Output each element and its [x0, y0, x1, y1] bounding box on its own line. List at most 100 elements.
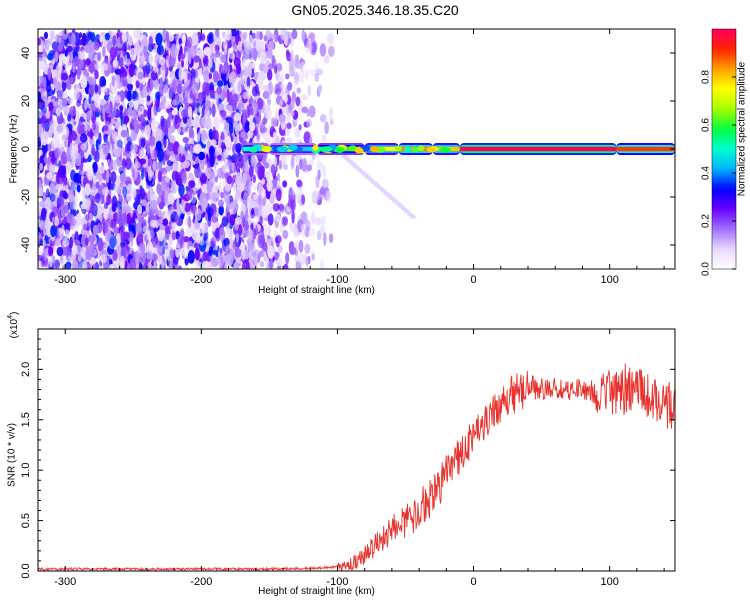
noise-blob — [70, 132, 78, 141]
noise-blob — [155, 140, 162, 152]
noise-blob — [42, 225, 47, 237]
noise-blob — [94, 111, 100, 118]
noise-blob — [164, 225, 171, 234]
tone-node — [348, 145, 357, 152]
noise-blob — [100, 254, 107, 264]
noise-blob — [161, 260, 165, 269]
noise-blob — [84, 196, 91, 210]
noise-blob — [74, 152, 82, 167]
noise-blob — [198, 239, 205, 246]
noise-blob — [188, 50, 192, 65]
noise-blob — [269, 191, 275, 205]
x-tick-label: -200 — [190, 576, 212, 588]
noise-blob — [74, 239, 81, 246]
noise-blob — [280, 72, 284, 81]
noise-blob — [259, 250, 264, 258]
noise-blob — [211, 192, 217, 201]
noise-blob — [111, 196, 118, 209]
noise-blob — [41, 256, 46, 268]
noise-blob — [329, 118, 334, 126]
noise-blob — [146, 81, 150, 93]
noise-blob — [214, 227, 221, 239]
y-tick-label: -40 — [20, 237, 32, 253]
noise-blob — [230, 36, 237, 42]
tone-node — [412, 146, 419, 153]
noise-blob — [193, 144, 201, 154]
noise-blob — [94, 94, 102, 108]
noise-blob — [140, 187, 145, 200]
noise-blob — [288, 187, 293, 201]
noise-blob — [109, 235, 117, 249]
noise-blob — [308, 105, 316, 118]
noise-blob — [129, 258, 136, 269]
noise-blob — [298, 70, 305, 84]
noise-blob — [255, 31, 261, 40]
noise-blob — [170, 44, 178, 58]
noise-blob — [115, 120, 120, 130]
noise-blob — [218, 182, 222, 193]
noise-blob — [159, 101, 166, 110]
noise-blob — [132, 108, 138, 120]
noise-blob — [166, 31, 170, 43]
noise-blob — [271, 117, 274, 127]
noise-blob — [121, 199, 127, 214]
noise-blob — [73, 56, 80, 68]
noise-blob — [111, 75, 116, 87]
noise-blob — [298, 124, 302, 131]
y-tick-label: 20 — [20, 95, 32, 107]
noise-blob — [185, 227, 193, 238]
noise-blob — [197, 68, 203, 76]
y-multiplier: (x104) — [7, 312, 20, 339]
noise-blob — [275, 213, 281, 222]
tone-core — [459, 146, 617, 152]
top-x-axis-label: Height of straight line (km) — [258, 285, 375, 296]
noise-blob — [213, 70, 219, 83]
noise-blob — [119, 255, 126, 268]
noise-blob — [121, 32, 127, 43]
noise-blob — [160, 115, 165, 128]
noise-blob — [99, 98, 106, 106]
noise-blob — [203, 232, 208, 242]
noise-blob — [119, 106, 123, 114]
noise-blob — [140, 199, 147, 207]
noise-blob — [94, 83, 99, 94]
noise-blob — [266, 179, 273, 192]
noise-blob — [229, 71, 237, 83]
noise-blob — [250, 155, 255, 166]
noise-blob — [61, 97, 68, 107]
noise-blob — [108, 205, 113, 219]
noise-blob — [40, 207, 47, 221]
noise-speckles — [38, 29, 417, 269]
noise-blob — [74, 194, 78, 203]
noise-blob — [234, 191, 240, 202]
noise-blob — [181, 109, 188, 118]
noise-blob — [231, 163, 235, 172]
noise-blob — [97, 84, 102, 96]
noise-blob — [167, 206, 175, 215]
y-multiplier-close: ) — [9, 312, 20, 315]
noise-blob — [194, 208, 202, 222]
noise-blob — [143, 154, 149, 168]
noise-blob — [89, 103, 96, 112]
noise-blob — [206, 117, 212, 129]
noise-blob — [185, 50, 189, 65]
noise-blob — [229, 121, 234, 135]
noise-blob — [263, 64, 269, 74]
noise-blob — [319, 224, 326, 236]
noise-blob — [120, 212, 128, 226]
noise-blob — [104, 202, 109, 210]
noise-blob — [220, 131, 225, 141]
noise-blob — [211, 103, 216, 118]
noise-blob — [309, 69, 316, 77]
noise-blob — [114, 94, 122, 104]
noise-blob — [171, 180, 175, 193]
y-tick-label: 2.0 — [20, 362, 32, 377]
noise-blob — [45, 196, 51, 210]
noise-blob — [240, 62, 246, 71]
noise-blob — [171, 232, 177, 241]
noise-blob — [218, 137, 222, 149]
noise-blob — [137, 71, 144, 80]
noise-blob — [288, 104, 293, 114]
noise-blob — [156, 183, 162, 195]
noise-blob — [44, 31, 48, 40]
